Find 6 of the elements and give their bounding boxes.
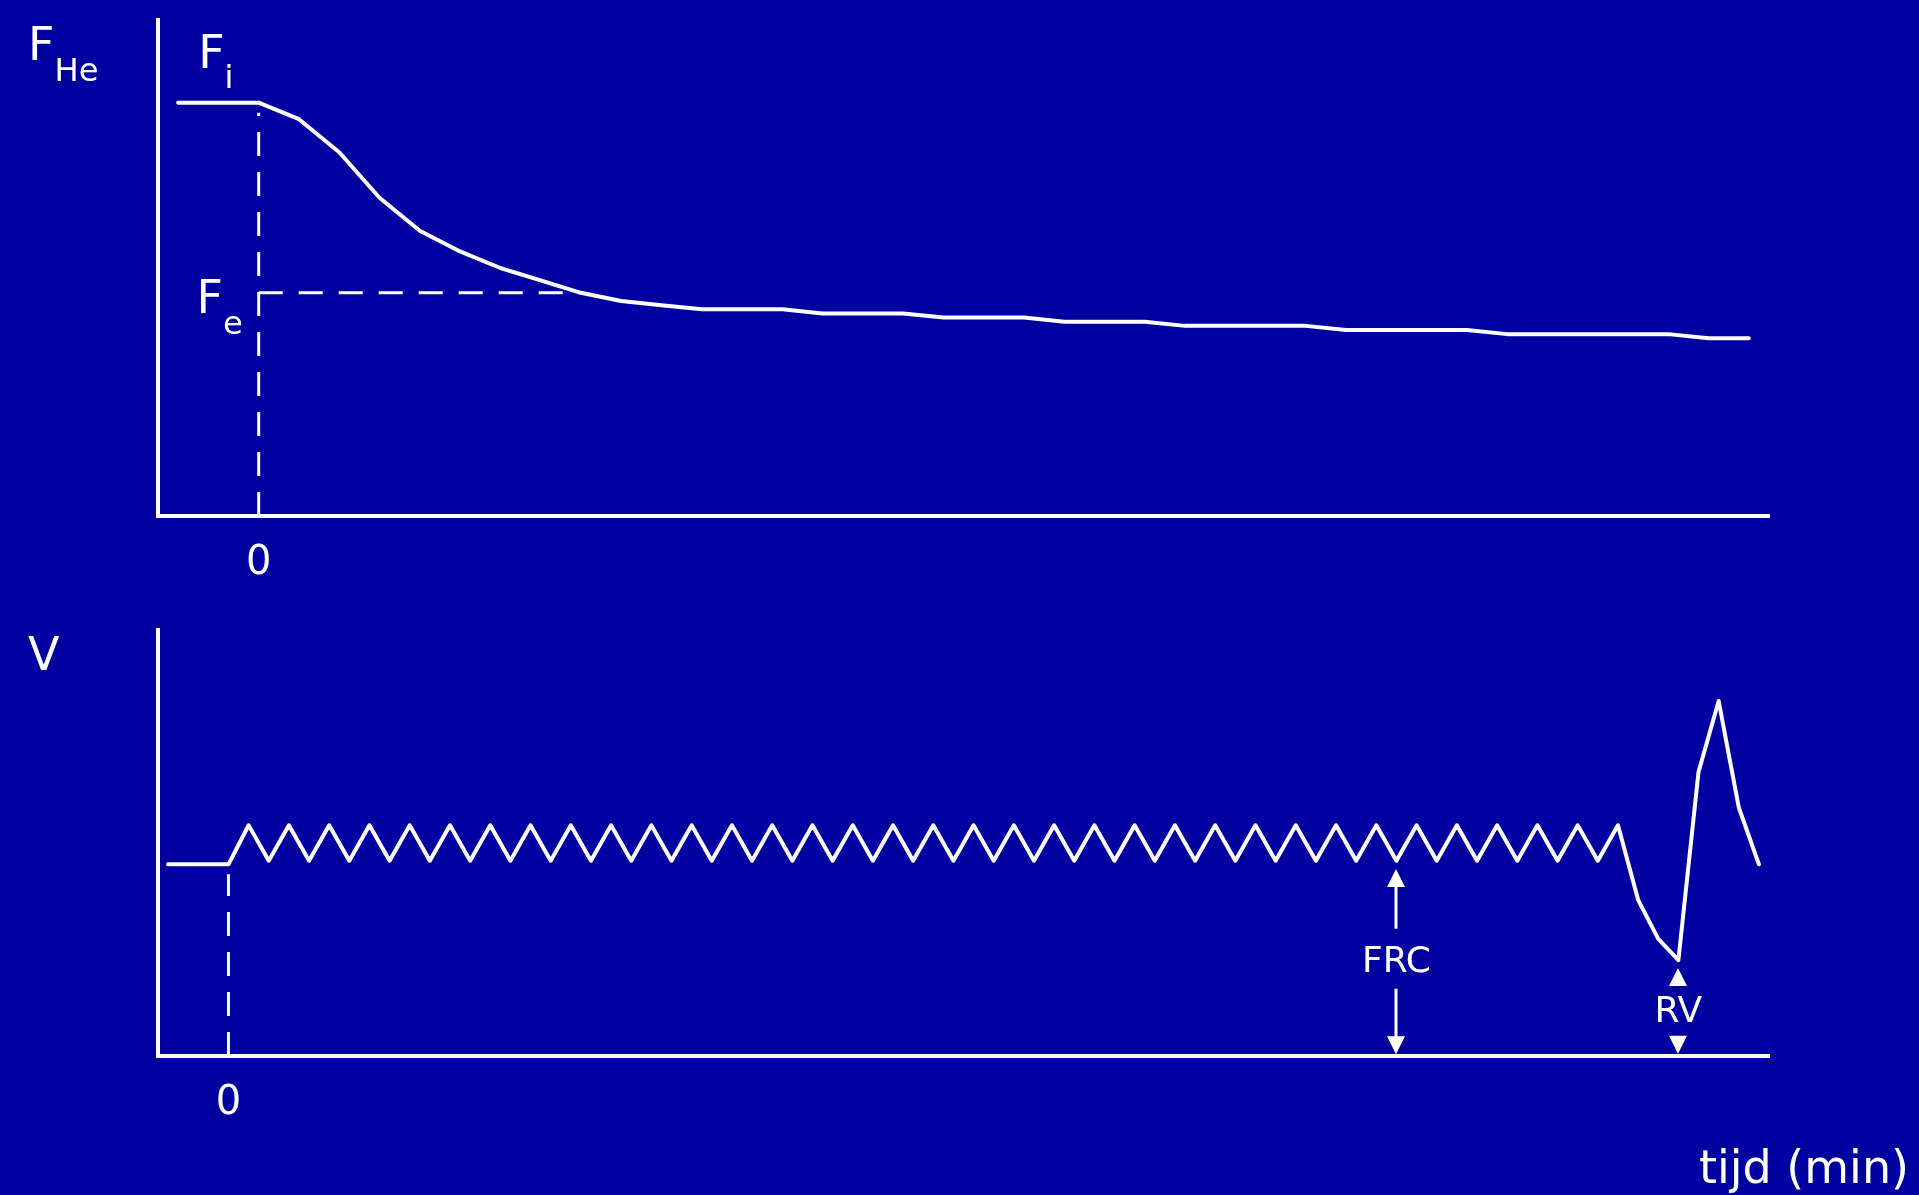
x-axis-title: tijd (min) xyxy=(1698,1140,1910,1194)
annotation: RV xyxy=(1654,989,1703,1031)
text: 0 xyxy=(215,1077,242,1123)
text: 0 xyxy=(245,537,272,583)
y-axis-title: V xyxy=(28,627,60,681)
annotation: FRC xyxy=(1361,939,1431,981)
